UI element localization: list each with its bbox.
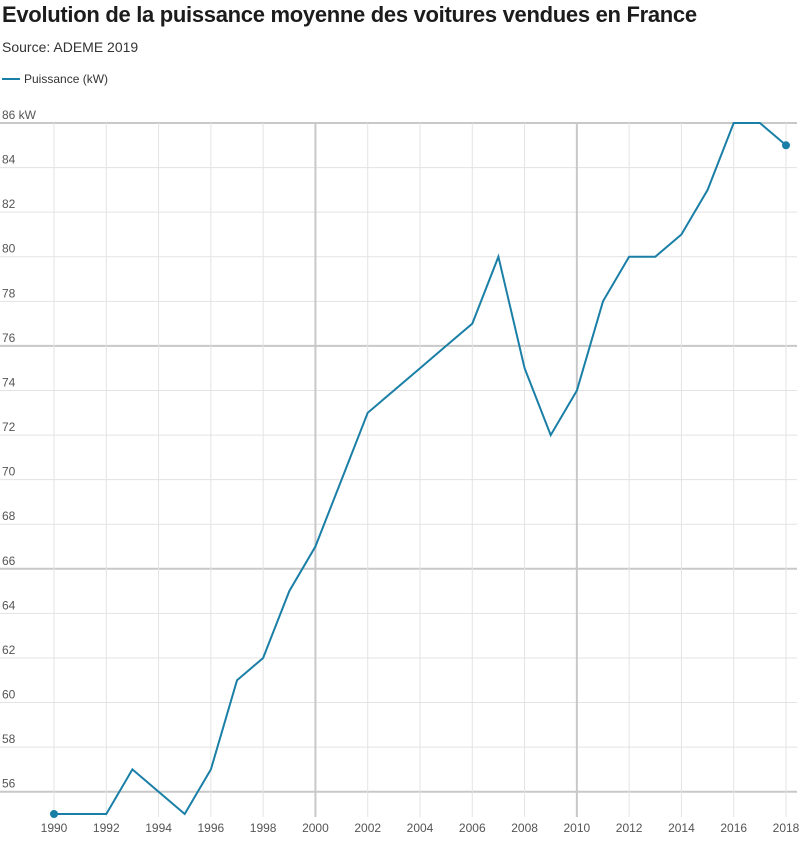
y-tick-label: 82 xyxy=(2,197,16,211)
data-point xyxy=(366,411,370,415)
data-point xyxy=(679,232,683,236)
data-point xyxy=(496,255,500,259)
data-point xyxy=(758,121,762,125)
x-tick-label: 2002 xyxy=(354,821,381,835)
legend-label: Puissance (kW) xyxy=(24,72,109,86)
y-tick-label: 72 xyxy=(2,420,16,434)
chart-legend: Puissance (kW) xyxy=(2,72,108,86)
data-point xyxy=(601,299,605,303)
chart-title: Evolution de la puissance moyenne des vo… xyxy=(2,2,697,27)
data-point xyxy=(392,388,396,392)
y-tick-label: 64 xyxy=(2,598,16,612)
series-line xyxy=(54,122,787,816)
start-point-marker xyxy=(50,810,58,818)
x-tick-label: 2016 xyxy=(720,821,747,835)
x-tick-label: 2000 xyxy=(302,821,329,835)
y-tick-label: 84 xyxy=(2,153,16,167)
y-tick-label: 70 xyxy=(2,465,16,479)
x-tick-label: 1992 xyxy=(93,821,120,835)
x-tick-label: 1994 xyxy=(145,821,172,835)
x-tick-label: 2008 xyxy=(511,821,538,835)
data-point xyxy=(313,545,317,549)
x-tick-label: 2006 xyxy=(459,821,486,835)
data-point xyxy=(706,188,710,192)
data-point xyxy=(470,322,474,326)
data-point xyxy=(209,767,213,771)
x-axis-tick-labels: 1990 1992 1994 1996 1998 2000 2002 2004 2006 2008… xyxy=(41,821,800,835)
series-layer xyxy=(50,121,790,818)
data-point xyxy=(183,812,187,816)
data-point xyxy=(418,366,422,370)
data-point xyxy=(157,790,161,794)
y-axis-tick-labels: 86 kW 84 82 80 78 76 74 72 70 68 66 64 62 60 58 56 xyxy=(2,108,37,791)
x-tick-label: 2018 xyxy=(773,821,800,835)
end-point-marker xyxy=(782,141,790,150)
y-tick-label: 76 xyxy=(2,331,16,345)
data-point xyxy=(523,366,527,370)
y-tick-label: 74 xyxy=(2,375,16,389)
x-tick-label: 2004 xyxy=(407,821,434,835)
data-point xyxy=(104,812,108,816)
data-point xyxy=(444,344,448,348)
x-tick-label: 1998 xyxy=(250,821,277,835)
x-tick-label: 1996 xyxy=(198,821,225,835)
data-point xyxy=(575,388,579,392)
data-point xyxy=(627,255,631,259)
data-point xyxy=(653,255,657,259)
y-tick-label: 66 xyxy=(2,554,16,568)
data-point xyxy=(235,678,239,682)
x-tick-label: 1990 xyxy=(41,821,68,835)
data-point xyxy=(130,767,134,771)
x-tick-label: 2012 xyxy=(616,821,643,835)
y-tick-label: 62 xyxy=(2,643,16,657)
y-tick-label: 60 xyxy=(2,688,16,702)
data-point xyxy=(549,433,553,437)
legend-swatch xyxy=(2,78,20,80)
y-tick-label: 68 xyxy=(2,509,16,523)
y-tick-label: 56 xyxy=(2,777,16,791)
data-point xyxy=(340,478,344,482)
y-tick-label: 80 xyxy=(2,242,16,256)
y-tick-label: 58 xyxy=(2,732,16,746)
grid-lines xyxy=(0,122,797,817)
y-tick-label: 78 xyxy=(2,286,16,300)
y-tick-label: 86 kW xyxy=(2,108,37,122)
x-tick-label: 2010 xyxy=(564,821,591,835)
data-point xyxy=(287,589,291,593)
data-point xyxy=(78,812,82,816)
data-point xyxy=(732,121,736,125)
chart-subtitle: Source: ADEME 2019 xyxy=(2,39,139,55)
x-tick-label: 2014 xyxy=(668,821,695,835)
data-point xyxy=(261,656,265,660)
